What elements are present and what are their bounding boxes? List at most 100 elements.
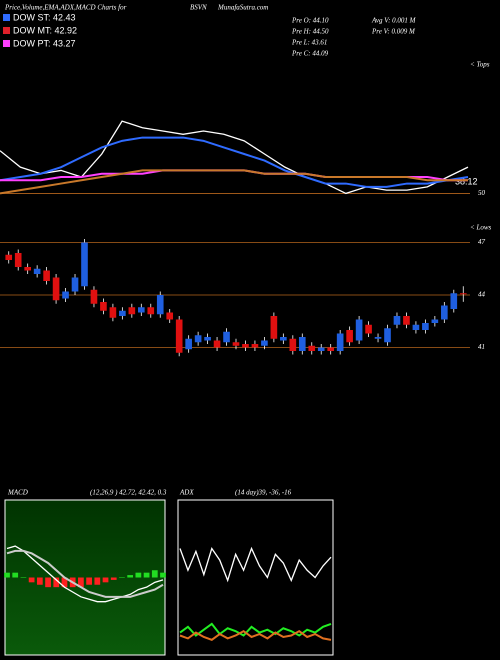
histogram-bar xyxy=(20,577,27,578)
candle-body xyxy=(128,307,136,315)
candle-body xyxy=(119,310,126,316)
histogram-bar xyxy=(110,577,117,580)
candle-body xyxy=(204,337,211,341)
candle-body xyxy=(166,312,174,320)
candle-body xyxy=(280,337,287,341)
histogram-bar xyxy=(36,577,43,585)
panel-subtitle: (12,26,9 ) 42.72, 42.42, 0.3 xyxy=(90,489,167,497)
series-line xyxy=(0,169,468,195)
candle-body xyxy=(43,270,50,281)
candle-body xyxy=(393,316,401,325)
candle-body xyxy=(431,319,439,323)
candle-body xyxy=(450,293,458,309)
candle-body xyxy=(270,316,278,339)
header-title: Price,Volume,EMA,ADX,MACD Charts for xyxy=(4,4,127,12)
quote: Pre V: 0.009 M xyxy=(371,28,416,36)
panel-title: ADX xyxy=(179,489,194,497)
candle-body xyxy=(317,347,325,351)
y-tick-label: 47 xyxy=(478,238,486,246)
quote: Pre L: 43.61 xyxy=(291,39,327,47)
series-line xyxy=(179,629,332,641)
symbol: BSVN xyxy=(190,4,207,12)
candle-body xyxy=(336,333,344,351)
candle-body xyxy=(308,345,316,351)
candle-body xyxy=(194,335,202,343)
series-line xyxy=(0,136,469,188)
candle-body xyxy=(5,254,13,260)
histogram-bar xyxy=(143,572,150,578)
candle-body xyxy=(100,302,107,311)
candle-body xyxy=(365,324,372,334)
candle-body xyxy=(137,307,145,313)
candle-body xyxy=(355,319,363,341)
candle-body xyxy=(81,242,88,287)
candle-body xyxy=(175,319,183,353)
y-tick-label: 41 xyxy=(478,343,485,351)
legend-label: DOW PT: 43.27 xyxy=(13,38,76,48)
panel-label: < Lows xyxy=(470,224,492,232)
quote: Pre H: 44.50 xyxy=(291,28,329,36)
candle-body xyxy=(327,347,335,351)
series-line xyxy=(6,545,164,603)
candle-body xyxy=(213,340,221,348)
candle-body xyxy=(384,328,391,343)
histogram-bar xyxy=(127,575,134,578)
candle-body xyxy=(289,338,297,351)
candle-body xyxy=(403,316,410,325)
candle-body xyxy=(185,338,192,350)
candle-body xyxy=(441,305,448,320)
candle-body xyxy=(412,324,420,330)
histogram-bar xyxy=(28,577,35,583)
candle-body xyxy=(374,337,382,339)
histogram-bar xyxy=(119,577,125,578)
site: MunafaSutra.com xyxy=(217,4,268,12)
histogram-bar xyxy=(151,570,158,578)
panel-title: MACD xyxy=(7,489,28,497)
quote: Pre C: 44.09 xyxy=(291,50,329,58)
histogram-bar xyxy=(94,577,101,585)
price-annotation: 38.12 xyxy=(455,176,478,186)
candle-body xyxy=(24,267,31,271)
legend-swatch xyxy=(3,27,10,34)
candle-body xyxy=(90,289,98,304)
legend-label: DOW MT: 42.92 xyxy=(13,25,77,35)
legend-label: DOW ST: 42.43 xyxy=(13,12,76,22)
series-line xyxy=(179,546,332,583)
candle-body xyxy=(242,344,249,348)
histogram-bar xyxy=(135,572,142,578)
series-line xyxy=(6,549,164,598)
candle-body xyxy=(71,277,79,292)
candle-body xyxy=(459,293,467,295)
candle-body xyxy=(232,342,240,346)
histogram-bar xyxy=(12,572,19,578)
histogram-bar xyxy=(53,577,60,588)
series-line xyxy=(0,120,469,195)
series-line xyxy=(179,622,332,637)
candle-body xyxy=(346,330,353,343)
quote: Pre O: 44.10 xyxy=(291,17,329,25)
candle-body xyxy=(109,307,117,318)
legend-swatch xyxy=(3,40,10,47)
histogram-bar xyxy=(86,577,92,585)
candle-body xyxy=(298,337,306,351)
legend-swatch xyxy=(3,14,10,21)
quote: Avg V: 0.001 M xyxy=(371,17,417,25)
histogram-bar xyxy=(160,572,166,578)
panel-subtitle: (14 day)39, -36, -16 xyxy=(235,489,292,497)
histogram-bar xyxy=(4,572,10,578)
candle-body xyxy=(33,268,41,274)
y-tick-label: 50 xyxy=(478,189,486,197)
panel-label: < Tops xyxy=(470,61,490,69)
candle-body xyxy=(261,340,268,346)
histogram-bar xyxy=(78,577,84,588)
candle-body xyxy=(14,253,22,267)
candle-body xyxy=(52,277,60,301)
candle-body xyxy=(251,344,259,348)
candle-body xyxy=(147,307,155,315)
y-tick-label: 44 xyxy=(478,291,486,299)
candle-body xyxy=(156,295,164,315)
candle-body xyxy=(223,331,230,343)
histogram-bar xyxy=(45,577,51,588)
